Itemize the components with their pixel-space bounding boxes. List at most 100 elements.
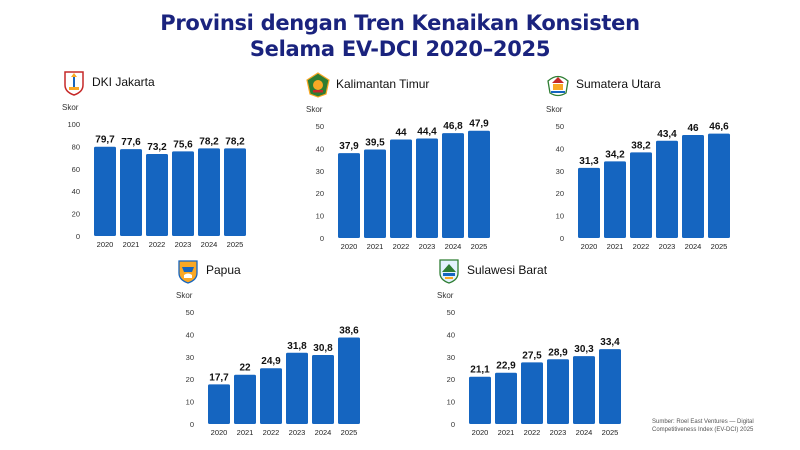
bar-chart-kalimantan-timur: Skor 0 10 20 30 40 50 37,9 2020 39,5 2021 44 2022 44,…	[306, 105, 490, 251]
data-label: 44	[395, 127, 407, 138]
y-tick-label: 40	[316, 144, 324, 153]
bar	[120, 149, 142, 236]
x-tick-label: 2025	[227, 240, 244, 249]
y-tick-label: 50	[447, 308, 455, 317]
bar	[521, 362, 543, 424]
bar	[573, 356, 595, 424]
x-tick-label: 2023	[659, 242, 676, 251]
x-tick-label: 2025	[471, 242, 488, 251]
y-axis-label: Skor	[546, 105, 563, 114]
x-tick-label: 2021	[237, 428, 254, 437]
bar	[656, 140, 678, 238]
infographic-title: Provinsi dengan Tren Kenaikan Konsisten …	[0, 10, 800, 62]
kalimantan-timur-emblem-icon	[306, 72, 330, 98]
y-axis-label: Skor	[62, 103, 79, 112]
data-label: 73,2	[147, 142, 167, 153]
source-line-2: Competitiveness Index (EV-DCI) 2025	[652, 427, 754, 433]
bar	[224, 148, 246, 236]
y-axis-label: Skor	[176, 291, 193, 300]
data-label: 31,3	[579, 156, 599, 167]
y-tick-label: 60	[72, 165, 80, 174]
y-tick-label: 40	[556, 144, 564, 153]
y-tick-label: 40	[72, 187, 80, 196]
y-tick-label: 30	[316, 167, 324, 176]
province-name: DKI Jakarta	[92, 75, 155, 89]
x-tick-label: 2024	[576, 428, 593, 437]
data-label: 38,2	[631, 140, 651, 151]
x-tick-label: 2021	[123, 240, 140, 249]
y-tick-label: 50	[556, 122, 564, 131]
y-tick-label: 80	[72, 142, 80, 151]
bar	[234, 374, 256, 424]
bar-chart-sulawesi-barat: Skor 0 10 20 30 40 50 21,1 2020 22,9 2021 27,5 2022 2…	[437, 291, 621, 437]
data-label: 77,6	[121, 137, 141, 148]
bar	[208, 384, 230, 424]
y-tick-label: 20	[447, 375, 455, 384]
bar	[578, 167, 600, 238]
y-tick-label: 0	[76, 232, 80, 241]
y-tick-label: 0	[320, 234, 324, 243]
x-tick-label: 2024	[685, 242, 702, 251]
chart-panel-sulawesi-barat: Sulawesi Barat Skor 0 10 20 30 40 50 21,1 2020 22…	[437, 258, 647, 438]
data-label: 78,2	[225, 136, 245, 147]
panel-header: Sulawesi Barat	[437, 258, 647, 284]
x-tick-label: 2021	[607, 242, 624, 251]
bar	[495, 372, 517, 424]
data-label: 17,7	[209, 372, 229, 383]
bar	[442, 133, 464, 238]
y-tick-label: 20	[72, 210, 80, 219]
title-line-2: Selama EV-DCI 2020–2025	[249, 37, 551, 61]
x-tick-label: 2022	[263, 428, 280, 437]
panel-header: DKI Jakarta	[62, 70, 272, 96]
data-label: 46,6	[709, 122, 729, 133]
sumatera-utara-emblem-icon	[547, 75, 569, 97]
x-tick-label: 2021	[367, 242, 384, 251]
province-name: Sumatera Utara	[576, 77, 661, 91]
province-name: Kalimantan Timur	[336, 77, 430, 91]
dki-jakarta-emblem-icon	[64, 71, 84, 96]
bar	[390, 139, 412, 238]
bar	[312, 355, 334, 424]
x-tick-label: 2024	[201, 240, 218, 249]
y-tick-label: 100	[67, 120, 80, 129]
y-tick-label: 30	[447, 353, 455, 362]
y-tick-label: 0	[190, 420, 194, 429]
y-tick-label: 0	[560, 234, 564, 243]
x-tick-label: 2020	[211, 428, 228, 437]
chart-panel-papua: Papua Skor 0 10 20 30 40 50 17,7 2020 22 2021 24,9 2…	[176, 258, 386, 438]
data-label: 30,8	[313, 343, 333, 354]
bar	[468, 130, 490, 238]
bar	[364, 149, 386, 238]
y-tick-label: 40	[447, 330, 455, 339]
data-label: 37,9	[339, 141, 359, 152]
x-tick-label: 2020	[581, 242, 598, 251]
y-tick-label: 20	[556, 189, 564, 198]
chart-panel-dki-jakarta: DKI Jakarta Skor 0 20 40 60 80 100 79,7 2020 77,6…	[62, 70, 272, 250]
x-tick-label: 2022	[633, 242, 650, 251]
bar	[338, 337, 360, 424]
bar	[599, 349, 621, 424]
province-name: Sulawesi Barat	[467, 263, 548, 277]
data-label: 21,1	[470, 365, 490, 376]
data-label: 27,5	[522, 350, 542, 361]
bar	[198, 148, 220, 236]
x-tick-label: 2022	[149, 240, 166, 249]
bar	[547, 359, 569, 424]
data-label: 39,5	[365, 138, 385, 149]
papua-emblem-icon	[178, 260, 198, 284]
sulawesi-barat-emblem-icon	[439, 259, 459, 284]
title-line-1: Provinsi dengan Tren Kenaikan Konsisten	[160, 11, 640, 35]
bar	[338, 153, 360, 238]
bar	[469, 376, 491, 424]
bar	[286, 352, 308, 424]
data-label: 38,6	[339, 326, 359, 337]
x-tick-label: 2022	[524, 428, 541, 437]
y-tick-label: 10	[316, 212, 324, 221]
bar-chart-papua: Skor 0 10 20 30 40 50 17,7 2020 22 2021 24,9 2022 31,…	[176, 291, 360, 437]
bar	[146, 154, 168, 236]
bar	[172, 151, 194, 236]
data-label: 47,9	[469, 119, 489, 130]
data-label: 78,2	[199, 136, 219, 147]
province-name: Papua	[206, 263, 241, 277]
y-tick-label: 20	[316, 189, 324, 198]
